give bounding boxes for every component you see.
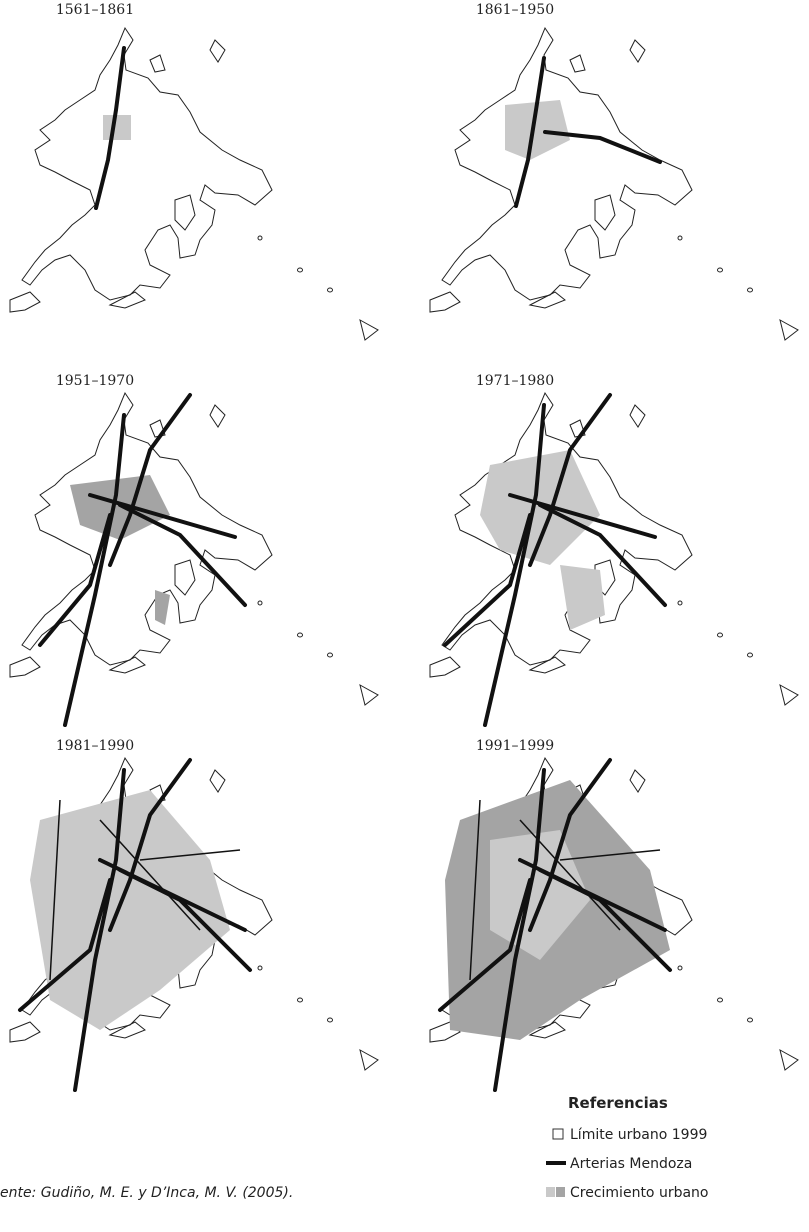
legend-item: Crecimiento urbano [570, 1185, 708, 1201]
map-panel: 1561–1861 [9, 2, 379, 341]
panel-title: 1981–1990 [56, 738, 134, 754]
map-panel: 1971–1980 [429, 373, 799, 727]
urban-growth [480, 450, 600, 565]
urban-growth [30, 790, 230, 1030]
artery [514, 56, 662, 208]
urban-growth [505, 100, 570, 160]
panel-title: 1971–1980 [476, 373, 554, 389]
legend: Referencias Límite urbano 1999 Arterias … [546, 1094, 708, 1201]
map-panel: 1951–1970 [9, 373, 379, 727]
panel-title: 1861–1950 [476, 2, 554, 18]
urban-growth [155, 590, 170, 625]
map-panel: 1981–1990 [9, 738, 379, 1092]
artery [18, 758, 252, 1092]
legend-title: Referencias [568, 1094, 668, 1112]
map-panel: 1861–1950 [429, 2, 799, 341]
map-panel: 1991–1999 [429, 738, 799, 1092]
panel-title: 1561–1861 [56, 2, 134, 18]
artery [443, 393, 667, 727]
artery [438, 758, 672, 1092]
artery [38, 393, 247, 727]
urban-growth [560, 565, 605, 630]
panel-title: 1951–1970 [56, 373, 134, 389]
artery [94, 46, 126, 210]
urban-growth [103, 115, 131, 140]
legend-swatch [556, 1187, 565, 1197]
legend-item: Arterias Mendoza [570, 1156, 692, 1172]
legend-swatch [546, 1187, 555, 1197]
urban-growth [70, 475, 170, 540]
panel-title: 1991–1999 [476, 738, 554, 754]
urban-limit [429, 27, 799, 341]
urban-limit [9, 27, 379, 341]
legend-swatch [552, 1128, 564, 1140]
source: ente: Gudiño, M. E. y D’Inca, M. V. (200… [0, 1185, 293, 1201]
legend-item: Límite urbano 1999 [570, 1127, 707, 1143]
